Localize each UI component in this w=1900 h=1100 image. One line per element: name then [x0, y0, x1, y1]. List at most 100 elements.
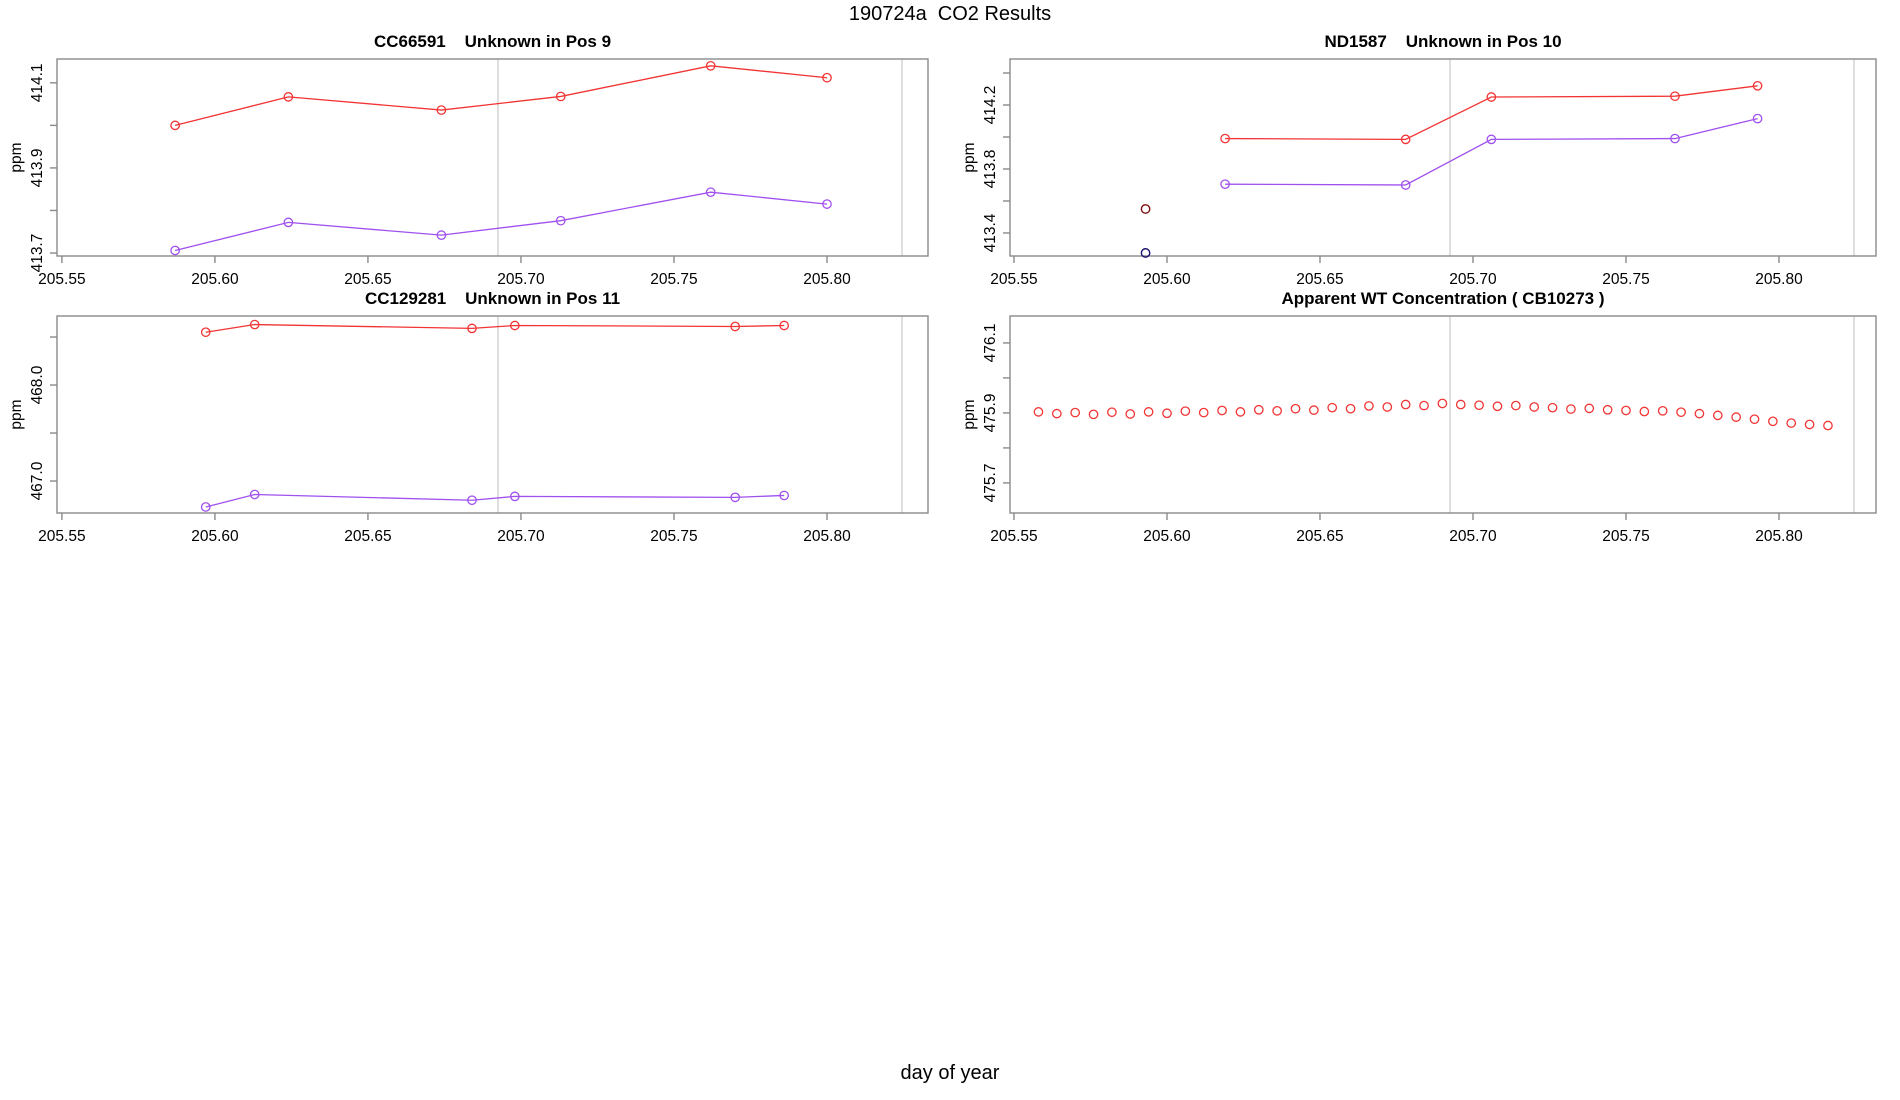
- data-point-marker-purple: [1752, 113, 1763, 124]
- y-tick-label: 476.1: [982, 324, 999, 363]
- y-tick-label: 414.1: [29, 63, 46, 102]
- plot-title-cc129281: CC129281 Unknown in Pos 11: [364, 289, 621, 308]
- plot-frame: [1009, 58, 1877, 257]
- data-point-marker-red: [1125, 409, 1136, 419]
- data-point-marker-red: [1272, 405, 1282, 416]
- data-point-marker-red: [1180, 406, 1191, 417]
- data-point-marker-red: [1529, 402, 1540, 412]
- x-tick-label: 205.60: [1143, 528, 1191, 545]
- data-point-marker-red: [1033, 407, 1044, 417]
- x-tick-label: 205.60: [1143, 271, 1191, 288]
- data-point-marker-red: [1749, 414, 1760, 425]
- data-point-marker-red: [1400, 399, 1411, 410]
- data-point-marker-purple: [1486, 134, 1497, 145]
- data-point-marker-red: [705, 60, 716, 71]
- data-point-marker-red: [509, 320, 520, 331]
- data-point-marker-red: [1510, 400, 1521, 411]
- y-tick-label: 414.2: [982, 86, 999, 125]
- data-point-marker-red: [1731, 412, 1742, 422]
- data-point-marker-red: [1364, 401, 1374, 411]
- x-tick-label: 205.70: [497, 271, 545, 288]
- data-point-marker-red: [436, 105, 447, 115]
- data-point-marker-purple: [705, 187, 716, 198]
- data-point-marker-red: [1051, 408, 1062, 419]
- data-point-marker-purple: [555, 215, 566, 226]
- data-point-marker-red: [1492, 401, 1503, 412]
- x-tick-label: 205.80: [803, 271, 851, 288]
- data-point-marker-red: [1437, 398, 1448, 409]
- data-point-marker-red: [1217, 405, 1227, 416]
- x-tick-label: 205.80: [1755, 271, 1803, 288]
- y-axis-title: ppm: [961, 142, 978, 172]
- x-tick-label: 205.75: [1602, 528, 1649, 545]
- x-tick-label: 205.60: [191, 528, 239, 545]
- data-point-marker-red: [1455, 399, 1466, 410]
- data-point-marker-purple: [436, 230, 447, 241]
- data-point-marker-red: [730, 321, 741, 332]
- data-point-marker-red: [1088, 409, 1099, 420]
- x-tick-label: 205.65: [1296, 271, 1343, 288]
- data-point-marker-purple: [822, 199, 832, 209]
- data-point-marker-purple: [1220, 179, 1230, 190]
- data-point-marker-red: [1694, 408, 1705, 419]
- data-point-marker-purple: [170, 245, 180, 256]
- data-point-marker-red: [1712, 410, 1723, 421]
- data-point-marker-red: [283, 92, 294, 102]
- data-point-marker-red: [1670, 91, 1680, 102]
- data-point-marker-red: [1162, 408, 1172, 419]
- series-line-purple: [174, 191, 828, 252]
- series-line-red: [174, 65, 828, 127]
- outlier-navy: [1140, 248, 1151, 258]
- x-tick-label: 205.70: [1449, 271, 1497, 288]
- y-tick-label: 475.7: [982, 464, 999, 503]
- plot-title-cc66591: CC66591 Unknown in Pos 9: [373, 32, 612, 51]
- data-point-marker-red: [1474, 400, 1484, 411]
- plot-frame: [56, 315, 929, 514]
- data-point-marker-red: [1382, 402, 1393, 412]
- x-tick-label: 205.55: [38, 528, 85, 545]
- x-tick-label: 205.65: [1296, 528, 1343, 545]
- data-point-marker-red: [1070, 407, 1081, 418]
- x-tick-label: 205.75: [650, 271, 697, 288]
- data-point-marker-red: [1823, 420, 1833, 431]
- data-point-marker-red: [1143, 407, 1154, 417]
- plot-title-apparent-wt: Apparent WT Concentration ( CB10273 ): [1281, 289, 1605, 308]
- data-point-marker-red: [200, 327, 211, 338]
- series-line-purple: [1225, 117, 1758, 186]
- y-tick-label: 413.7: [29, 234, 46, 273]
- x-tick-label: 205.80: [1755, 528, 1803, 545]
- data-point-marker-purple: [730, 492, 741, 503]
- series-line-purple: [205, 493, 785, 508]
- data-point-marker-red: [467, 323, 477, 334]
- data-point-marker-red: [170, 120, 180, 131]
- data-point-marker-purple: [249, 489, 260, 500]
- main-title: 190724a CO2 Results: [848, 3, 1052, 25]
- data-point-marker-red: [1657, 405, 1668, 416]
- series-line-red: [205, 323, 785, 333]
- data-point-marker-purple: [1670, 133, 1680, 144]
- data-point-marker-red: [1602, 404, 1613, 415]
- outlier-dark-red: [1140, 204, 1151, 214]
- x-tick-label: 205.65: [344, 528, 391, 545]
- x-tick-label: 205.70: [1449, 528, 1497, 545]
- data-point-marker-red: [1621, 405, 1631, 416]
- data-point-marker-red: [555, 91, 566, 102]
- plot-frame: [1009, 315, 1877, 514]
- x-tick-label: 205.75: [1602, 271, 1649, 288]
- data-point-marker-red: [1804, 419, 1815, 430]
- x-tick-label: 205.55: [990, 271, 1037, 288]
- data-point-marker-red: [1327, 402, 1338, 413]
- data-point-marker-red: [822, 72, 832, 83]
- data-point-marker-red: [1220, 133, 1230, 144]
- y-tick-label: 475.9: [982, 394, 999, 433]
- data-point-marker-red: [1584, 403, 1595, 414]
- data-point-marker-red: [1309, 405, 1319, 415]
- series-line-red: [1225, 85, 1758, 141]
- x-axis-label: day of year: [900, 1062, 1000, 1084]
- y-axis-title: ppm: [961, 399, 978, 429]
- x-tick-label: 205.70: [497, 528, 545, 545]
- data-point-marker-red: [1290, 403, 1301, 414]
- y-axis-title: ppm: [8, 399, 25, 429]
- data-point-marker-red: [779, 320, 790, 331]
- x-tick-label: 205.75: [650, 528, 697, 545]
